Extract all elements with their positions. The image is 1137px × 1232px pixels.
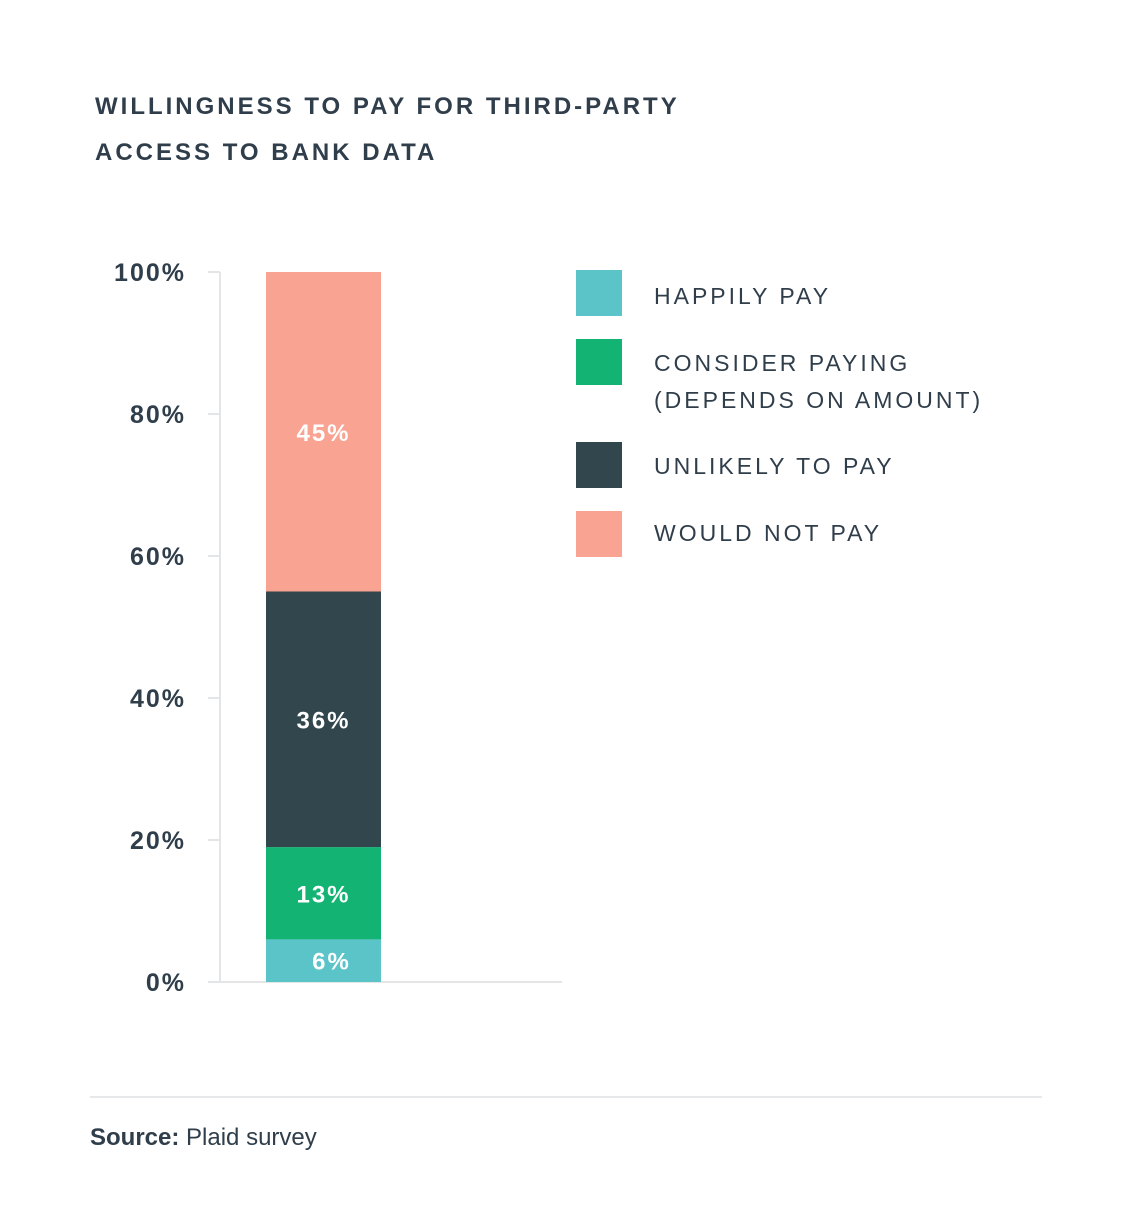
- legend-label-line: CONSIDER PAYING: [654, 350, 911, 376]
- y-axis: 0% 20% 40% 60% 80% 100%: [114, 259, 562, 997]
- legend-swatch-would-not-pay: [576, 511, 622, 557]
- chart-title-line-2: ACCESS TO BANK DATA: [95, 139, 438, 166]
- bar-segment-would-not-pay: [266, 272, 381, 592]
- legend-label-happily-pay: HAPPILY PAY: [654, 278, 831, 315]
- y-tick-label: 20%: [130, 827, 186, 855]
- y-tick-label: 80%: [130, 401, 186, 429]
- legend-label-consider-paying: CONSIDER PAYING (DEPENDS ON AMOUNT): [654, 345, 983, 419]
- bar-stack: [266, 272, 381, 982]
- y-tick-label: 40%: [130, 685, 186, 713]
- legend-label-line: WOULD NOT PAY: [654, 520, 883, 546]
- bar-segment-unlikely-to-pay: [266, 591, 381, 848]
- bar-data-labels: 6% 13% 36% 45%: [296, 420, 351, 976]
- bar-data-label-consider-paying-depends-on-amount: 13%: [296, 881, 350, 908]
- y-tick-label: 0%: [146, 969, 186, 997]
- legend-swatch-consider-paying: [576, 339, 622, 385]
- bar-segment-consider-paying-depends-on-amount: [266, 847, 381, 940]
- legend-swatch-happily-pay: [576, 270, 622, 316]
- legend-label-would-not-pay: WOULD NOT PAY: [654, 515, 882, 552]
- chart-title: WILLINGNESS TO PAY FOR THIRD-PARTY ACCES…: [95, 84, 680, 176]
- y-tick-label: 60%: [130, 543, 186, 571]
- bar-data-label-happily-pay: 6%: [312, 949, 351, 976]
- bar-data-label-would-not-pay: 45%: [296, 420, 350, 447]
- source-value: Plaid survey: [186, 1124, 317, 1151]
- legend-label-line: (DEPENDS ON AMOUNT): [654, 387, 984, 413]
- bar-data-label-unlikely-to-pay: 36%: [296, 707, 350, 734]
- y-tick-label: 100%: [114, 259, 186, 287]
- source-label: Source:: [90, 1124, 180, 1151]
- legend-label-unlikely-to-pay: UNLIKELY TO PAY: [654, 448, 895, 485]
- source-note: Source: Plaid survey: [90, 1124, 317, 1152]
- bar-segment-happily-pay: [266, 939, 381, 982]
- footer-divider: [90, 1096, 1042, 1098]
- legend-swatch-unlikely-to-pay: [576, 442, 622, 488]
- chart-title-line-1: WILLINGNESS TO PAY FOR THIRD-PARTY: [95, 93, 680, 120]
- legend-label-line: UNLIKELY TO PAY: [654, 453, 895, 479]
- legend-label-line: HAPPILY PAY: [654, 283, 832, 309]
